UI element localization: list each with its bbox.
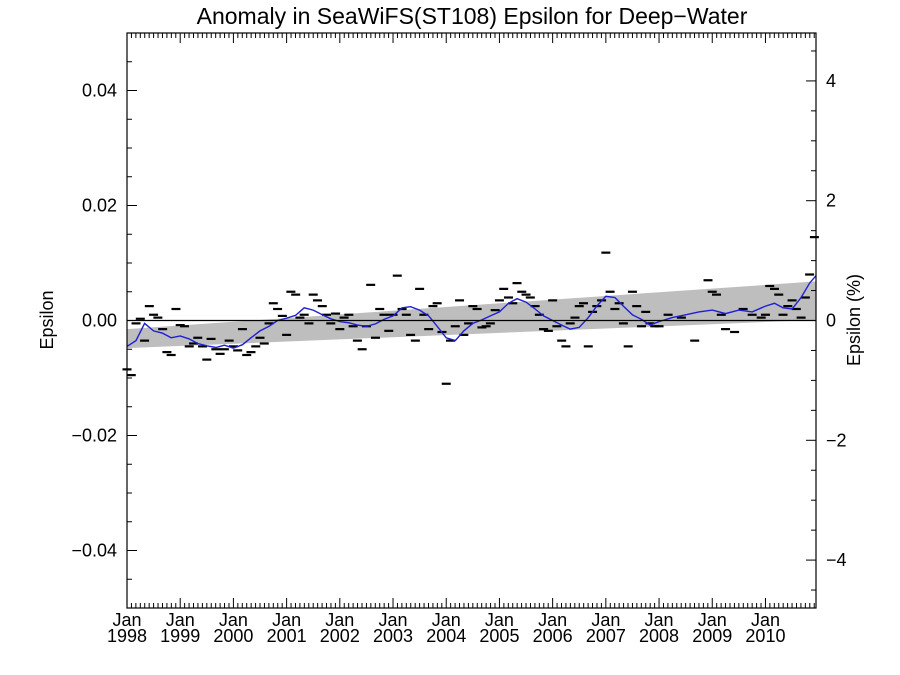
x-tick-label-month: Jan [166, 610, 195, 630]
x-tick-label-month: Jan [379, 610, 408, 630]
x-tick-label-month: Jan [325, 610, 354, 630]
y-tick-label-right: 4 [826, 71, 836, 91]
ticks-layer: 0.040.020.00−0.02−0.04420−2−4Jan1998Jan1… [71, 32, 847, 646]
x-tick-label-month: Jan [485, 610, 514, 630]
x-tick-label-month: Jan [219, 610, 248, 630]
y-tick-label-left: −0.02 [71, 426, 117, 446]
x-tick-label-month: Jan [272, 610, 301, 630]
y-axis-label-left: Epsilon [37, 290, 57, 349]
x-tick-label-month: Jan [751, 610, 780, 630]
x-tick-label-year: 2002 [320, 626, 360, 646]
y-tick-label-right: 2 [826, 191, 836, 211]
trend-band-layer [127, 281, 816, 349]
smoothed-line-layer [126, 275, 817, 349]
y-axis-label-right: Epsilon (%) [844, 274, 864, 366]
y-tick-label-left: 0.00 [82, 311, 117, 331]
x-tick-label-month: Jan [698, 610, 727, 630]
x-tick-label-month: Jan [432, 610, 461, 630]
x-tick-label-year: 2008 [639, 626, 679, 646]
x-tick-label-year: 2007 [586, 626, 626, 646]
x-tick-label-year: 2009 [692, 626, 732, 646]
y-tick-label-left: 0.02 [82, 196, 117, 216]
y-tick-label-left: −0.04 [71, 541, 117, 561]
x-tick-label-month: Jan [591, 610, 620, 630]
x-tick-label-year: 1998 [107, 626, 147, 646]
x-tick-label-year: 2005 [479, 626, 519, 646]
trend-band [127, 281, 816, 349]
plot-frame [126, 32, 817, 609]
x-tick-label-year: 2004 [426, 626, 466, 646]
x-tick-label-year: 2003 [373, 626, 413, 646]
x-tick-label-year: 2001 [267, 626, 307, 646]
y-tick-label-right: −4 [826, 550, 847, 570]
x-tick-label-year: 2006 [533, 626, 573, 646]
x-tick-label-month: Jan [645, 610, 674, 630]
y-tick-label-right: −2 [826, 430, 847, 450]
x-tick-label-year: 1999 [160, 626, 200, 646]
x-tick-label-year: 2000 [213, 626, 253, 646]
chart-title: Anomaly in SeaWiFS(ST108) Epsilon for De… [197, 3, 748, 29]
x-tick-label-month: Jan [538, 610, 567, 630]
y-tick-label-right: 0 [826, 311, 836, 331]
y-tick-label-left: 0.04 [82, 81, 117, 101]
x-tick-label-month: Jan [112, 610, 141, 630]
x-tick-label-year: 2010 [745, 626, 785, 646]
smoothed-series-line [126, 275, 817, 349]
